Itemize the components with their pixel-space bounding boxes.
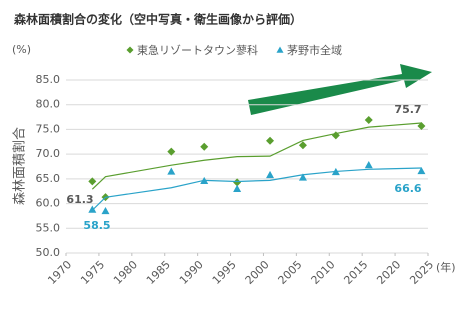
y-tick-label: 60.0 bbox=[36, 197, 61, 210]
annotation: 66.6 bbox=[394, 182, 421, 195]
point bbox=[167, 167, 176, 175]
point bbox=[88, 177, 97, 186]
point bbox=[200, 176, 209, 185]
chart-title: 森林面積割合の変化（空中写真・衛生画像から評価） bbox=[14, 12, 302, 27]
legend-marker bbox=[126, 46, 134, 54]
arrow bbox=[248, 64, 432, 115]
legend-label: 茅野市全域 bbox=[287, 43, 342, 57]
point bbox=[233, 184, 242, 192]
trend-line bbox=[91, 167, 422, 211]
y-tick-label: 70.0 bbox=[36, 147, 61, 160]
x-tick-label: 1970 bbox=[45, 258, 74, 287]
point bbox=[101, 206, 110, 215]
x-tick-label: 1980 bbox=[111, 258, 140, 287]
point bbox=[266, 136, 275, 145]
y-tick-label: 55.0 bbox=[36, 221, 61, 234]
trend-line bbox=[91, 122, 422, 190]
x-tick-label: 2025 bbox=[407, 258, 436, 287]
annotation: 75.7 bbox=[394, 103, 421, 116]
annotation: 58.5 bbox=[83, 219, 110, 232]
point bbox=[233, 178, 242, 187]
point bbox=[266, 170, 275, 179]
x-tick-label: 1985 bbox=[144, 258, 173, 287]
point bbox=[331, 131, 340, 140]
y-tick-label: 80.0 bbox=[36, 98, 61, 111]
x-tick-label: 2020 bbox=[374, 258, 403, 287]
x-tick-label: 2005 bbox=[276, 258, 305, 287]
legend-marker bbox=[276, 46, 284, 53]
point bbox=[364, 116, 373, 125]
annotation: 61.3 bbox=[66, 193, 93, 206]
y-tick-label: 50.0 bbox=[36, 246, 61, 259]
x-tick-label: 1990 bbox=[177, 258, 206, 287]
x-tick-label: 1975 bbox=[78, 258, 107, 287]
point bbox=[298, 141, 307, 150]
point bbox=[364, 161, 373, 169]
y-tick-label: 85.0 bbox=[36, 73, 61, 86]
point bbox=[200, 142, 209, 151]
x-tick-label: 1995 bbox=[210, 258, 239, 287]
point bbox=[417, 121, 426, 130]
point bbox=[331, 167, 340, 176]
x-tick-label: 2010 bbox=[309, 258, 338, 287]
point bbox=[417, 166, 426, 175]
y-unit: (%) bbox=[12, 43, 31, 56]
y-tick-label: 65.0 bbox=[36, 172, 61, 185]
legend-label: 東急リゾートタウン蓼科 bbox=[137, 43, 258, 57]
point bbox=[298, 173, 307, 181]
y-tick-label: 75.0 bbox=[36, 122, 61, 135]
x-unit: (年) bbox=[436, 260, 456, 274]
point bbox=[88, 205, 97, 213]
x-tick-label: 2000 bbox=[243, 258, 272, 287]
point bbox=[167, 147, 176, 156]
x-tick-label: 2015 bbox=[341, 258, 370, 287]
y-axis-title: 森林面積割合 bbox=[12, 127, 28, 205]
